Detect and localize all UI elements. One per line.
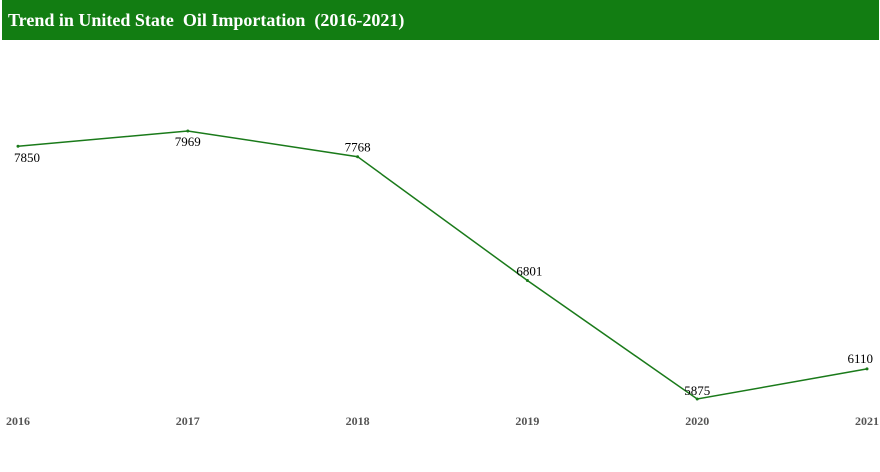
data-point-2017 bbox=[186, 129, 190, 133]
series-line bbox=[17, 130, 868, 400]
data-label-2018: 7768 bbox=[345, 140, 371, 155]
data-point-2021 bbox=[865, 367, 869, 371]
data-point-2018 bbox=[356, 155, 360, 159]
x-tick-label-2018: 2018 bbox=[346, 414, 370, 428]
data-label-2021: 6110 bbox=[847, 351, 873, 366]
x-tick-label-2016: 2016 bbox=[6, 414, 30, 428]
data-point-2016 bbox=[16, 144, 20, 148]
data-label-2020: 5875 bbox=[684, 383, 710, 398]
x-tick-label-2020: 2020 bbox=[685, 414, 709, 428]
x-tick-label-2017: 2017 bbox=[176, 414, 200, 428]
chart-header: Trend in United State Oil Importation (2… bbox=[2, 0, 879, 40]
chart-title: Trend in United State Oil Importation (2… bbox=[8, 9, 405, 30]
x-tick-label-2021: 2021 bbox=[855, 414, 879, 428]
data-label-2016: 7850 bbox=[14, 150, 40, 165]
data-point-2019 bbox=[525, 278, 529, 282]
data-label-2019: 6801 bbox=[516, 263, 542, 278]
data-label-2017: 7969 bbox=[175, 134, 201, 149]
data-point-2020 bbox=[695, 397, 699, 401]
x-tick-label-2019: 2019 bbox=[515, 414, 539, 428]
